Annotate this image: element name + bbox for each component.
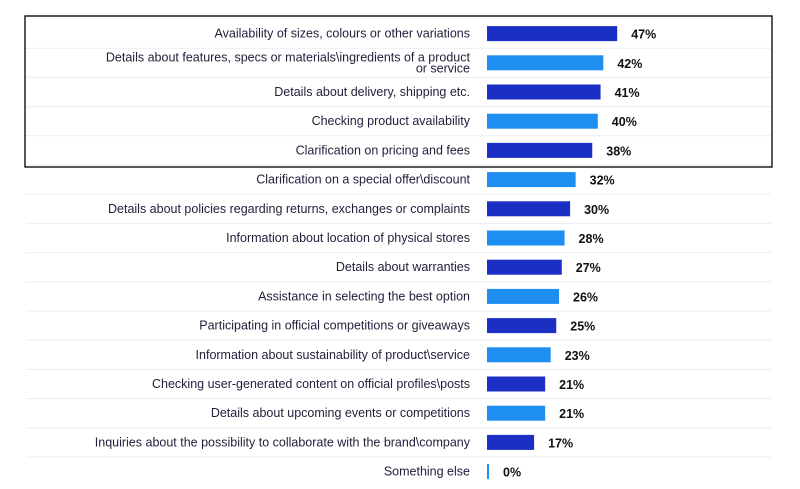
value-label: 47%: [631, 28, 656, 42]
value-label: 38%: [606, 144, 631, 158]
bar: [487, 142, 593, 158]
value-label: 27%: [576, 261, 601, 275]
bar: [487, 201, 571, 217]
value-label: 23%: [565, 349, 590, 363]
bar: [487, 464, 489, 480]
category-label: Information about location of physical s…: [226, 231, 470, 245]
bar: [487, 376, 546, 392]
bar: [487, 259, 562, 275]
bar: [487, 230, 565, 246]
value-label: 17%: [548, 436, 573, 450]
bar: [487, 318, 557, 334]
category-label: Assistance in selecting the best option: [258, 289, 470, 303]
value-label: 28%: [579, 232, 604, 246]
category-label: Something else: [384, 465, 470, 479]
highlight-box: [24, 15, 773, 168]
category-label: Details about features, specs or materia…: [106, 50, 471, 64]
category-label: Details about policies regarding returns…: [108, 202, 470, 216]
value-label: 42%: [617, 57, 642, 71]
category-label: Checking user-generated content on offic…: [152, 377, 470, 391]
bar: [487, 26, 618, 42]
value-label: 30%: [584, 203, 609, 217]
bar: [487, 405, 546, 421]
category-label: Clarification on a special offer\discoun…: [256, 173, 470, 187]
value-label: 32%: [590, 174, 615, 188]
value-label: 21%: [559, 378, 584, 392]
category-label: Information about sustainability of prod…: [196, 348, 470, 362]
category-label: Details about warranties: [336, 260, 470, 274]
value-label: 26%: [573, 290, 598, 304]
bar: [487, 84, 601, 100]
bar: [487, 347, 551, 363]
bar: [487, 113, 598, 129]
category-label: Participating in official competitions o…: [199, 319, 470, 333]
category-label: Details about upcoming events or competi…: [211, 406, 470, 420]
category-label: Inquiries about the possibility to colla…: [95, 435, 471, 449]
category-label: Details about delivery, shipping etc.: [274, 85, 470, 99]
category-label: or service: [416, 61, 470, 75]
bar: [487, 172, 576, 188]
value-label: 41%: [615, 86, 640, 100]
value-label: 0%: [503, 466, 521, 480]
bar: [487, 434, 535, 450]
value-label: 25%: [570, 320, 595, 334]
bar: [487, 55, 604, 71]
category-label: Checking product availability: [312, 114, 471, 128]
category-label: Availability of sizes, colours or other …: [215, 27, 470, 41]
value-label: 21%: [559, 407, 584, 421]
bar: [487, 288, 560, 304]
value-label: 40%: [612, 115, 637, 129]
category-label: Clarification on pricing and fees: [296, 143, 470, 157]
